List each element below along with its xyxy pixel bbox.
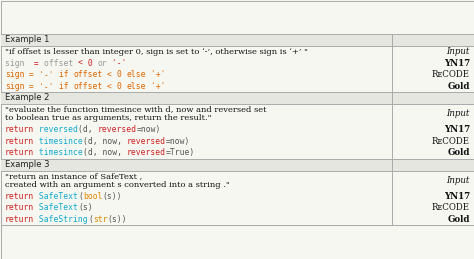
Text: SafeText: SafeText	[34, 203, 78, 212]
Text: reversed: reversed	[98, 125, 137, 134]
Text: =True): =True)	[166, 148, 195, 157]
Text: RᴇCODE: RᴇCODE	[432, 203, 470, 212]
Text: SafeText: SafeText	[34, 192, 78, 201]
Text: <: <	[102, 82, 117, 91]
Text: else: else	[127, 82, 146, 91]
Text: SafeString: SafeString	[34, 215, 88, 224]
Text: =: =	[29, 59, 44, 68]
Text: 0: 0	[83, 59, 98, 68]
Text: Input: Input	[447, 47, 470, 56]
Text: Input: Input	[447, 110, 470, 119]
Text: =: =	[25, 70, 39, 79]
Text: YN17: YN17	[444, 125, 470, 134]
Text: Gold: Gold	[447, 82, 470, 91]
Text: return: return	[5, 203, 34, 212]
Text: '-': '-'	[39, 70, 54, 79]
Text: '-': '-'	[39, 82, 54, 91]
Text: created with an argument s converted into a string .": created with an argument s converted int…	[5, 181, 230, 189]
Bar	[0, 159, 474, 170]
Text: (s)): (s))	[102, 192, 122, 201]
Text: offset: offset	[73, 70, 102, 79]
Text: (s): (s)	[78, 203, 93, 212]
Text: to boolean true as arguments, return the result.": to boolean true as arguments, return the…	[5, 114, 211, 123]
Text: Gold: Gold	[447, 215, 470, 224]
Text: <: <	[78, 59, 83, 68]
Text: reversed: reversed	[127, 137, 166, 146]
Text: str: str	[93, 215, 108, 224]
Text: (: (	[88, 215, 93, 224]
Text: if: if	[54, 82, 73, 91]
Text: return: return	[5, 137, 34, 146]
Text: =now): =now)	[137, 125, 161, 134]
Text: sign: sign	[5, 82, 25, 91]
Text: Input: Input	[447, 176, 470, 185]
Text: return: return	[5, 148, 34, 157]
Text: "evaluate the function timesince with d, now and reversed set: "evaluate the function timesince with d,…	[5, 106, 266, 114]
Text: return: return	[5, 215, 34, 224]
Text: =now): =now)	[166, 137, 190, 146]
Text: reversed: reversed	[127, 148, 166, 157]
Text: RᴇCODE: RᴇCODE	[432, 70, 470, 79]
Text: bool: bool	[83, 192, 102, 201]
Text: or: or	[98, 59, 108, 68]
Text: "if offset is lesser than integer 0, sign is set to ‘-’, otherwise sign is ‘+’ ": "if offset is lesser than integer 0, sig…	[5, 48, 308, 56]
Text: YN17: YN17	[444, 192, 470, 201]
Text: Example 2: Example 2	[5, 93, 49, 103]
Text: offset: offset	[44, 59, 78, 68]
Bar	[0, 34, 474, 46]
Bar	[0, 92, 474, 104]
Text: <: <	[102, 70, 117, 79]
Text: if: if	[54, 70, 73, 79]
Text: =: =	[25, 82, 39, 91]
Text: sign: sign	[5, 70, 25, 79]
Text: else: else	[127, 70, 146, 79]
Text: (d, now,: (d, now,	[83, 148, 127, 157]
Text: Example 3: Example 3	[5, 160, 49, 169]
Text: (s)): (s))	[108, 215, 127, 224]
Text: timesince: timesince	[34, 137, 83, 146]
Text: '-': '-'	[108, 59, 127, 68]
Text: (d,: (d,	[78, 125, 98, 134]
Text: 0: 0	[117, 82, 127, 91]
Text: sign: sign	[5, 59, 29, 68]
Text: return: return	[5, 192, 34, 201]
Text: reversed: reversed	[34, 125, 78, 134]
Text: Gold: Gold	[447, 148, 470, 157]
Text: '+': '+'	[146, 82, 166, 91]
Text: "return an instance of SafeText ,: "return an instance of SafeText ,	[5, 172, 142, 180]
Text: return: return	[5, 125, 34, 134]
Text: offset: offset	[73, 82, 102, 91]
Text: (d, now,: (d, now,	[83, 137, 127, 146]
Text: timesince: timesince	[34, 148, 83, 157]
Text: Example 1: Example 1	[5, 35, 49, 45]
Text: '+': '+'	[146, 70, 166, 79]
Text: 0: 0	[117, 70, 127, 79]
Text: YN17: YN17	[444, 59, 470, 68]
Text: (: (	[78, 192, 83, 201]
Text: RᴇCODE: RᴇCODE	[432, 137, 470, 146]
